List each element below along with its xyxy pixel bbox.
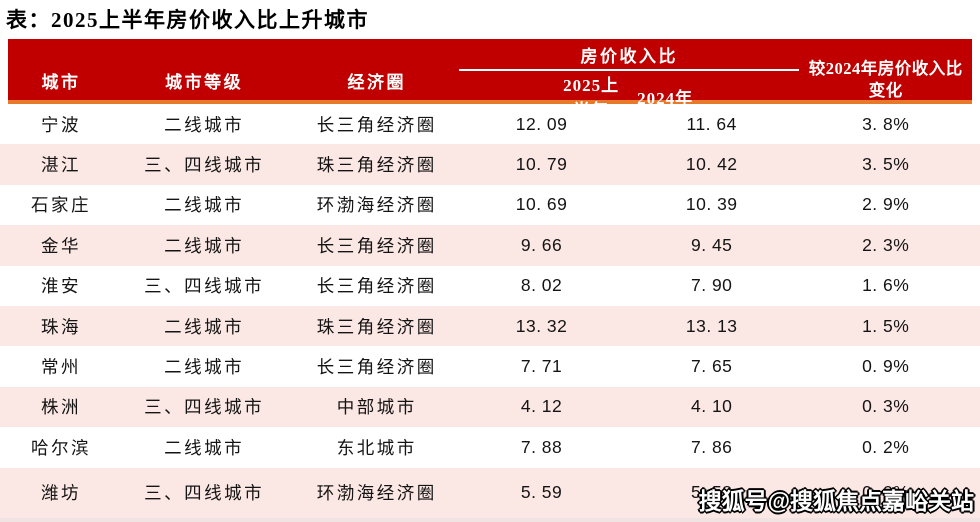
cell-change: 3. 5% xyxy=(862,154,910,175)
cell-change: 0. 2% xyxy=(862,436,910,457)
cell-tier: 二线城市 xyxy=(164,195,245,216)
table-row: 潍坊 三、四线城市 环渤海经济圈 5. 59 5. 58 0. 2% xyxy=(0,467,980,518)
cell-city: 淮安 xyxy=(41,276,82,297)
cell-region: 长三角经济圈 xyxy=(316,235,437,256)
cell-ratio-2024: 9. 45 xyxy=(690,234,733,255)
cell-tier: 二线城市 xyxy=(164,114,245,135)
column-header-2025h1: 2025上半年 xyxy=(563,76,620,120)
cell-ratio-2024: 11. 64 xyxy=(686,113,737,134)
table-row: 湛江 三、四线城市 珠三角经济圈 10. 79 10. 42 3. 5% xyxy=(0,144,980,185)
cell-ratio-2024: 10. 39 xyxy=(685,194,738,215)
cell-region: 东北城市 xyxy=(336,437,417,458)
column-header-region: 经济圈 xyxy=(347,72,406,92)
cell-city: 潍坊 xyxy=(41,483,82,504)
cell-ratio-2025: 10. 69 xyxy=(515,194,568,215)
cell-tier: 二线城市 xyxy=(164,316,245,337)
cell-region: 环渤海经济圈 xyxy=(316,195,437,216)
table-row: 株洲 三、四线城市 中部城市 4. 12 4. 10 0. 3% xyxy=(0,386,980,428)
group-subheaders: 2025上半年 2024年 xyxy=(555,71,703,121)
cell-ratio-2025: 7. 71 xyxy=(520,356,563,377)
cell-city: 株洲 xyxy=(41,397,82,418)
table-row: 常州 二线城市 长三角经济圈 7. 71 7. 65 0. 9% xyxy=(0,346,980,386)
cell-city: 湛江 xyxy=(41,155,82,176)
cell-ratio-2025: 10. 79 xyxy=(515,154,568,175)
cell-ratio-2024: 4. 10 xyxy=(690,396,733,417)
cell-ratio-2025: 5. 59 xyxy=(520,482,563,503)
cell-change: 1. 6% xyxy=(862,275,910,296)
table-body: 宁波 二线城市 长三角经济圈 12. 09 11. 64 3. 8% 湛江 三、… xyxy=(0,104,980,518)
cell-ratio-2024: 7. 65 xyxy=(690,356,733,377)
cell-city: 金华 xyxy=(41,235,82,256)
cell-region: 珠三角经济圈 xyxy=(316,155,437,176)
column-header-2024: 2024年 xyxy=(637,88,694,108)
cell-ratio-2024: 7. 86 xyxy=(690,436,733,457)
cell-tier: 三、四线城市 xyxy=(144,483,265,504)
group-divider-line xyxy=(459,69,800,71)
cell-tier: 二线城市 xyxy=(164,357,245,378)
cell-ratio-2025: 12. 09 xyxy=(515,113,568,134)
cell-region: 长三角经济圈 xyxy=(316,357,437,378)
cell-tier: 三、四线城市 xyxy=(144,397,265,418)
cell-change: 3. 8% xyxy=(862,113,910,134)
column-header-city: 城市 xyxy=(41,72,81,92)
cell-tier: 三、四线城市 xyxy=(144,155,265,176)
table-bottom-edge xyxy=(0,518,980,522)
cell-city: 石家庄 xyxy=(31,195,92,216)
table-row: 宁波 二线城市 长三角经济圈 12. 09 11. 64 3. 8% xyxy=(0,104,980,144)
cell-change: 2. 3% xyxy=(862,234,910,255)
cell-ratio-2025: 13. 32 xyxy=(515,315,568,336)
table-row: 哈尔滨 二线城市 东北城市 7. 88 7. 86 0. 2% xyxy=(0,427,980,467)
column-header-change: 较2024年房价收入比变化 xyxy=(808,58,963,100)
cell-city: 珠海 xyxy=(41,316,82,337)
table-header: 城市 城市等级 经济圈 房价收入比 2025上半年 2024年 较2024年房价… xyxy=(8,39,972,120)
cell-region: 环渤海经济圈 xyxy=(316,483,437,504)
page-title: 表：2025上半年房价收入比上升城市 xyxy=(6,8,369,32)
cell-ratio-2025: 8. 02 xyxy=(520,275,563,296)
table-row: 金华 二线城市 长三角经济圈 9. 66 9. 45 2. 3% xyxy=(0,225,980,266)
cell-change: 0. 3% xyxy=(862,396,910,417)
column-group-ratio: 房价收入比 2025上半年 2024年 xyxy=(459,39,800,121)
watermark: 搜狐号@搜狐焦点嘉峪关站 xyxy=(698,488,974,514)
cell-ratio-2025: 4. 12 xyxy=(520,396,563,417)
cell-tier: 三、四线城市 xyxy=(144,276,265,297)
table-row: 珠海 二线城市 珠三角经济圈 13. 32 13. 13 1. 5% xyxy=(0,305,980,347)
cell-region: 中部城市 xyxy=(336,397,417,418)
cell-ratio-2025: 7. 88 xyxy=(520,436,563,457)
cell-tier: 二线城市 xyxy=(164,235,245,256)
table-row: 石家庄 二线城市 环渤海经济圈 10. 69 10. 39 2. 9% xyxy=(0,185,980,225)
cell-ratio-2025: 9. 66 xyxy=(520,234,563,255)
cell-change: 1. 5% xyxy=(862,315,910,336)
cell-region: 珠三角经济圈 xyxy=(316,316,437,337)
cell-ratio-2024: 7. 90 xyxy=(690,275,733,296)
cell-region: 长三角经济圈 xyxy=(316,276,437,297)
cell-city: 宁波 xyxy=(41,114,82,135)
cell-city: 常州 xyxy=(41,357,82,378)
cell-region: 长三角经济圈 xyxy=(316,114,437,135)
cell-ratio-2024: 13. 13 xyxy=(685,315,738,336)
cell-tier: 二线城市 xyxy=(164,437,245,458)
group-header-ratio: 房价收入比 xyxy=(580,46,679,66)
cell-city: 哈尔滨 xyxy=(31,437,92,458)
table-row: 淮安 三、四线城市 长三角经济圈 8. 02 7. 90 1. 6% xyxy=(0,266,980,306)
cell-ratio-2024: 5. 58 xyxy=(690,482,733,503)
cell-change: 0. 9% xyxy=(862,356,910,377)
cell-ratio-2024: 10. 42 xyxy=(685,154,738,175)
cell-change: 2. 9% xyxy=(862,194,910,215)
column-header-tier: 城市等级 xyxy=(165,72,244,92)
cell-change: 0. 2% xyxy=(862,482,910,503)
